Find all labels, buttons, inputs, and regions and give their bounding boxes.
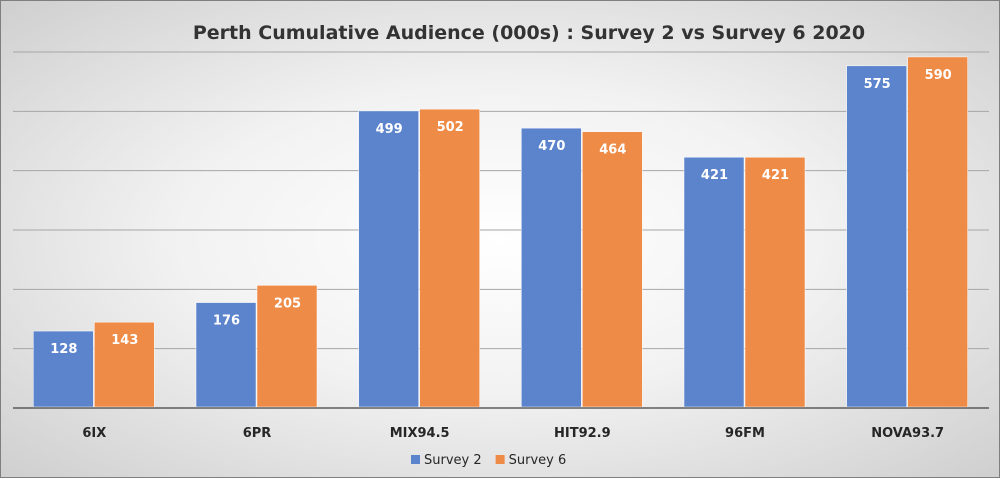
data-label: 143 <box>111 333 138 348</box>
x-tick-label: 6PR <box>243 426 272 441</box>
bar-survey-6 <box>94 321 155 408</box>
x-tick-label: NOVA93.7 <box>871 426 944 441</box>
x-tick-label: MIX94.5 <box>390 426 450 441</box>
x-tick-label: 96FM <box>725 426 765 441</box>
bars <box>33 56 968 408</box>
data-label: 176 <box>213 314 240 329</box>
data-label: 421 <box>762 168 789 183</box>
legend-swatch <box>411 455 420 464</box>
x-tick-label: 6IX <box>82 426 106 441</box>
legend-label: Survey 2 <box>424 453 482 468</box>
bar-survey-6 <box>744 156 806 408</box>
data-label: 575 <box>864 77 891 92</box>
data-label: 502 <box>437 120 464 135</box>
bar-survey-6 <box>582 131 643 408</box>
x-tick-label: HIT92.9 <box>554 426 611 441</box>
data-label: 470 <box>538 139 565 154</box>
data-label: 499 <box>376 122 403 137</box>
data-labels: 128 143 176 205 499 502 470 464 421 421 575 590 <box>50 68 951 357</box>
data-label: 205 <box>274 296 301 311</box>
data-label: 464 <box>599 143 626 158</box>
chart-title: Perth Cumulative Audience (000s) : Surve… <box>193 22 865 44</box>
bar-survey-2 <box>521 127 582 408</box>
gridlines <box>13 51 989 350</box>
data-label: 590 <box>925 68 952 83</box>
bar-survey-6 <box>256 285 318 408</box>
legend-swatch <box>495 455 505 464</box>
bar-survey-2 <box>846 65 907 408</box>
bar-survey-2 <box>358 110 419 408</box>
data-label: 421 <box>701 168 728 183</box>
bar-survey-6 <box>419 108 480 408</box>
bar-survey-2 <box>195 302 257 408</box>
bar-survey-2 <box>33 330 94 408</box>
bar-survey-2 <box>683 156 745 408</box>
data-label: 128 <box>50 342 77 357</box>
x-axis: 6IX 6PR MIX94.5 HIT92.9 96FM NOVA93.7 <box>13 407 989 441</box>
legend: Survey 2 Survey 6 <box>411 453 566 468</box>
legend-label: Survey 6 <box>509 453 567 468</box>
bar-survey-6 <box>907 56 968 408</box>
